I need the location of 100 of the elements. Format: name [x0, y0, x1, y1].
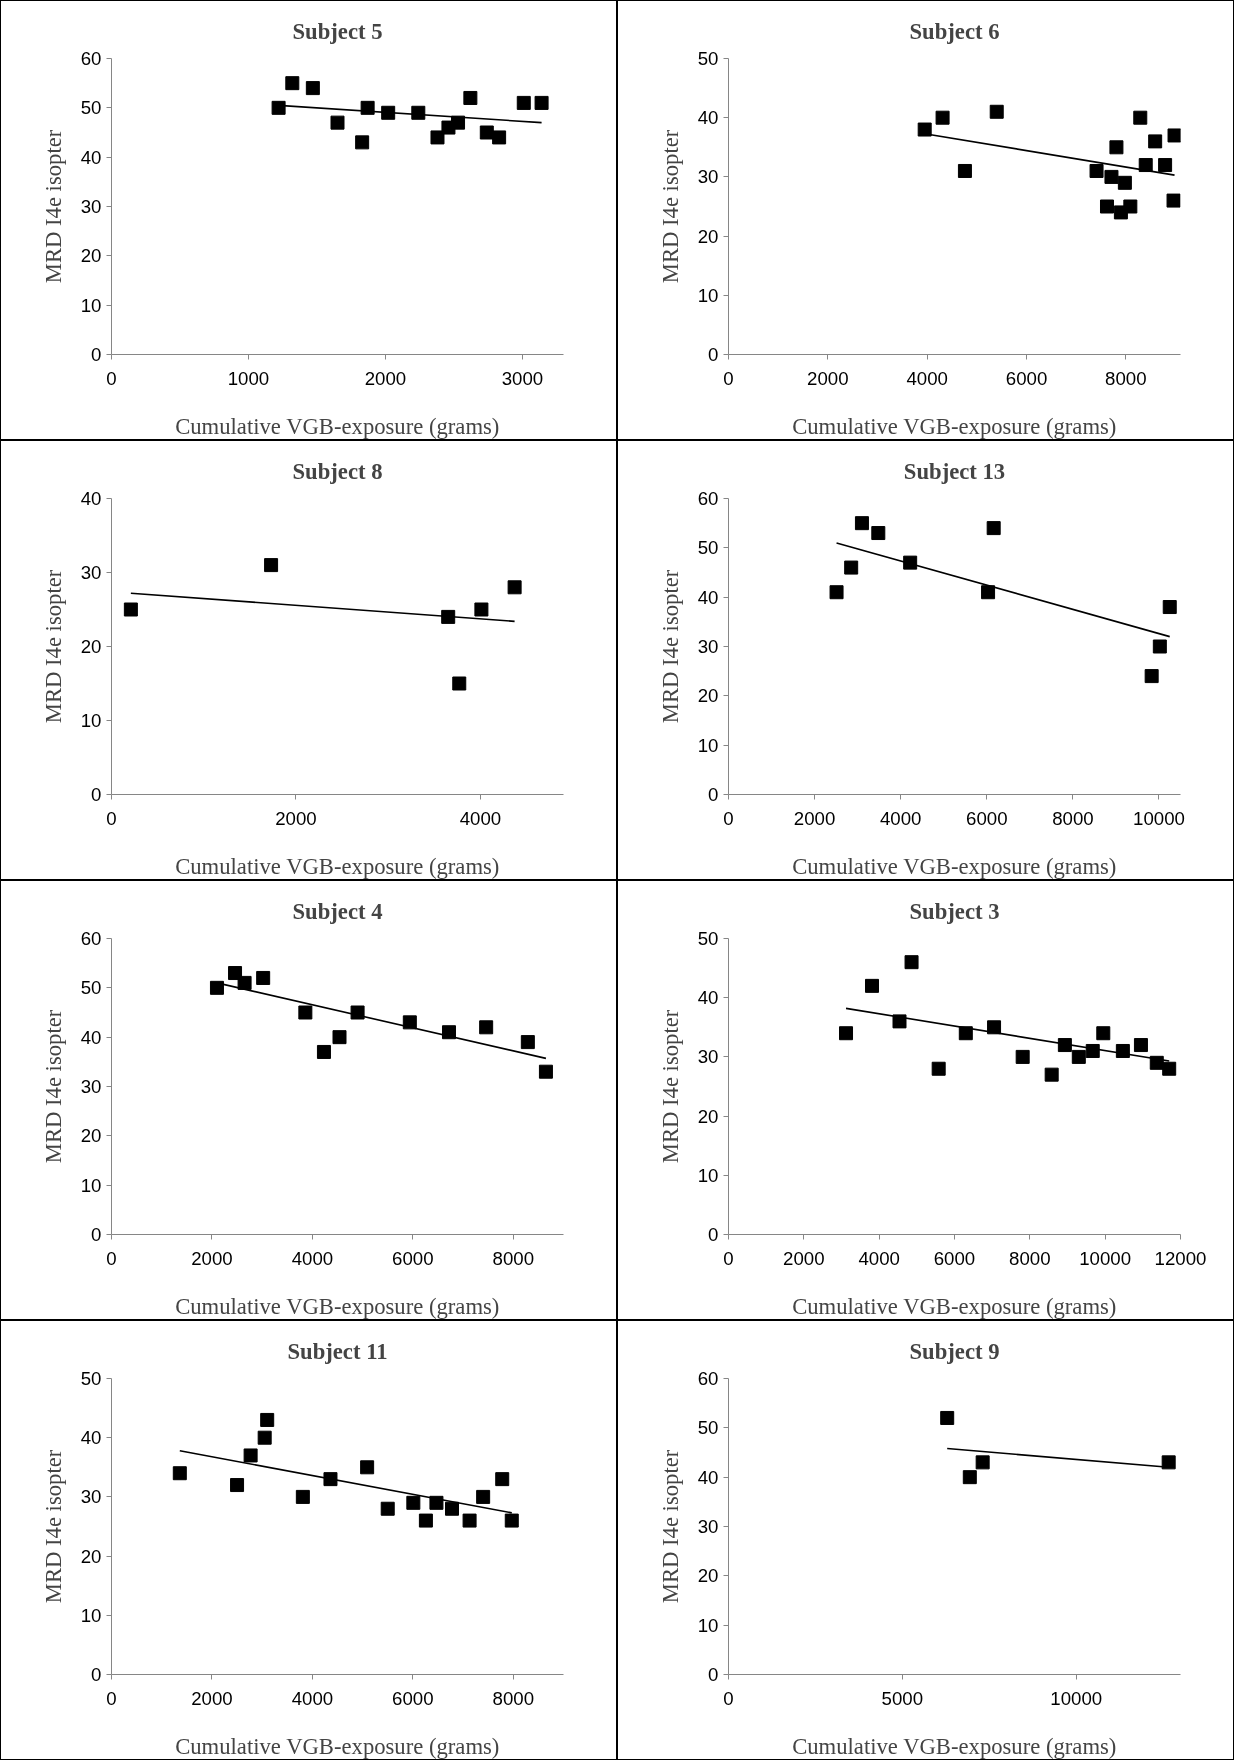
- y-tick-label: 30: [80, 196, 102, 217]
- x-tick-label: 0: [106, 807, 117, 829]
- x-tick-label: 6000: [392, 1687, 434, 1709]
- x-axis-title: Cumulative VGB-exposure (grams): [175, 1733, 500, 1759]
- y-tick-label: 20: [697, 225, 719, 247]
- x-tick-label: 6000: [933, 1247, 976, 1269]
- y-tick-label: 20: [697, 1565, 719, 1587]
- x-tick-label: 4000: [879, 807, 922, 829]
- y-tick-label: 10: [697, 284, 719, 306]
- y-axis-title: MRD I4e isopter: [40, 1009, 66, 1164]
- x-tick-label: 8000: [1105, 367, 1147, 389]
- x-tick-label: 6000: [392, 1247, 434, 1269]
- x-tick-label: 8000: [492, 1247, 535, 1269]
- x-tick-label: 2000: [275, 807, 317, 829]
- x-tick-label: 12000: [1154, 1247, 1207, 1269]
- y-tick-label: 30: [80, 562, 102, 583]
- chart-title: Subject 4: [292, 898, 383, 924]
- y-tick-label: 60: [697, 1368, 719, 1389]
- x-tick-label: 1000: [227, 367, 270, 389]
- x-tick-label: 0: [723, 1247, 734, 1269]
- y-tick-label: 40: [697, 1466, 719, 1488]
- x-tick-label: 2000: [783, 1247, 825, 1269]
- y-tick-label: 0: [91, 344, 102, 365]
- y-tick-label: 20: [80, 1125, 102, 1147]
- x-tick-label: 2000: [191, 1687, 233, 1709]
- x-tick-label: 0: [106, 1687, 117, 1709]
- chart-title: Subject 11: [287, 1338, 388, 1364]
- y-tick-label: 40: [697, 586, 719, 608]
- y-tick-label: 10: [80, 710, 102, 731]
- y-tick-label: 0: [91, 1664, 102, 1685]
- x-tick-label: 0: [106, 367, 117, 389]
- y-tick-label: 0: [708, 344, 719, 365]
- y-tick-label: 30: [697, 166, 719, 188]
- y-axis-title: MRD I4e isopter: [657, 1009, 683, 1164]
- x-tick-label: 8000: [1052, 807, 1094, 829]
- y-tick-label: 0: [708, 1664, 719, 1685]
- y-tick-label: 10: [697, 734, 719, 756]
- x-tick-label: 0: [723, 367, 734, 389]
- y-tick-label: 10: [80, 294, 102, 316]
- y-axis-title: MRD I4e isopter: [657, 129, 683, 284]
- x-tick-label: 3000: [501, 367, 544, 389]
- y-tick-label: 20: [697, 685, 719, 707]
- y-axis-title: MRD I4e isopter: [657, 569, 683, 724]
- x-tick-label: 8000: [492, 1687, 535, 1709]
- y-tick-label: 20: [80, 1545, 102, 1567]
- x-tick-label: 2000: [793, 807, 836, 829]
- y-tick-label: 60: [697, 488, 719, 509]
- y-tick-label: 10: [80, 1604, 102, 1626]
- y-tick-label: 50: [697, 928, 719, 949]
- x-tick-label: 2000: [364, 367, 407, 389]
- chart-title: Subject 6: [909, 18, 1000, 44]
- x-tick-label: 10000: [1079, 1247, 1132, 1269]
- y-tick-label: 40: [80, 488, 102, 509]
- y-tick-label: 10: [80, 1174, 102, 1196]
- y-tick-label: 30: [697, 1046, 719, 1068]
- y-tick-label: 30: [697, 636, 719, 657]
- chart-title: Subject 9: [909, 1338, 1000, 1364]
- y-tick-label: 60: [80, 48, 102, 69]
- x-tick-label: 4000: [906, 367, 948, 389]
- y-tick-label: 0: [708, 784, 719, 805]
- x-tick-label: 4000: [291, 1687, 334, 1709]
- x-tick-label: 2000: [191, 1247, 233, 1269]
- x-tick-label: 0: [723, 1687, 734, 1709]
- y-axis-title: MRD I4e isopter: [40, 129, 66, 284]
- x-axis-title: Cumulative VGB-exposure (grams): [175, 413, 500, 439]
- y-tick-label: 20: [80, 245, 102, 267]
- x-tick-label: 6000: [1005, 367, 1048, 389]
- x-tick-label: 8000: [1009, 1247, 1051, 1269]
- y-axis-title: MRD I4e isopter: [657, 1449, 683, 1604]
- x-tick-label: 6000: [966, 807, 1008, 829]
- chart-title: Subject 3: [909, 898, 1000, 924]
- y-tick-label: 40: [697, 987, 719, 1009]
- y-tick-label: 50: [80, 977, 102, 999]
- y-tick-label: 40: [80, 1427, 102, 1449]
- y-tick-label: 30: [80, 1486, 102, 1508]
- x-tick-label: 4000: [858, 1247, 900, 1269]
- y-axis-title: MRD I4e isopter: [40, 1449, 66, 1604]
- y-tick-label: 50: [80, 1368, 102, 1389]
- y-tick-label: 40: [80, 1026, 102, 1048]
- y-tick-label: 50: [697, 537, 719, 559]
- x-tick-label: 0: [106, 1247, 117, 1269]
- x-tick-label: 4000: [291, 1247, 334, 1269]
- y-tick-label: 30: [697, 1516, 719, 1537]
- x-axis-title: Cumulative VGB-exposure (grams): [792, 1733, 1117, 1759]
- x-tick-label: 10000: [1133, 807, 1185, 829]
- x-tick-label: 2000: [807, 367, 849, 389]
- y-tick-label: 50: [80, 97, 102, 119]
- y-tick-label: 0: [91, 1224, 102, 1245]
- y-axis-title: MRD I4e isopter: [40, 569, 66, 724]
- chart-title: Subject 13: [903, 458, 1006, 484]
- x-tick-label: 0: [723, 807, 734, 829]
- y-tick-label: 40: [697, 107, 719, 129]
- y-tick-label: 20: [80, 636, 102, 657]
- y-tick-label: 60: [80, 928, 102, 949]
- y-tick-label: 0: [708, 1224, 719, 1245]
- x-axis-title: Cumulative VGB-exposure (grams): [792, 853, 1117, 879]
- x-axis-title: Cumulative VGB-exposure (grams): [175, 1293, 500, 1319]
- y-tick-label: 20: [697, 1105, 719, 1127]
- x-tick-label: 5000: [881, 1687, 924, 1709]
- y-tick-label: 50: [697, 1417, 719, 1439]
